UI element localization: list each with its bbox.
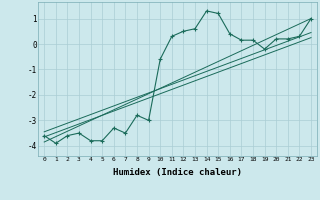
X-axis label: Humidex (Indice chaleur): Humidex (Indice chaleur): [113, 168, 242, 177]
